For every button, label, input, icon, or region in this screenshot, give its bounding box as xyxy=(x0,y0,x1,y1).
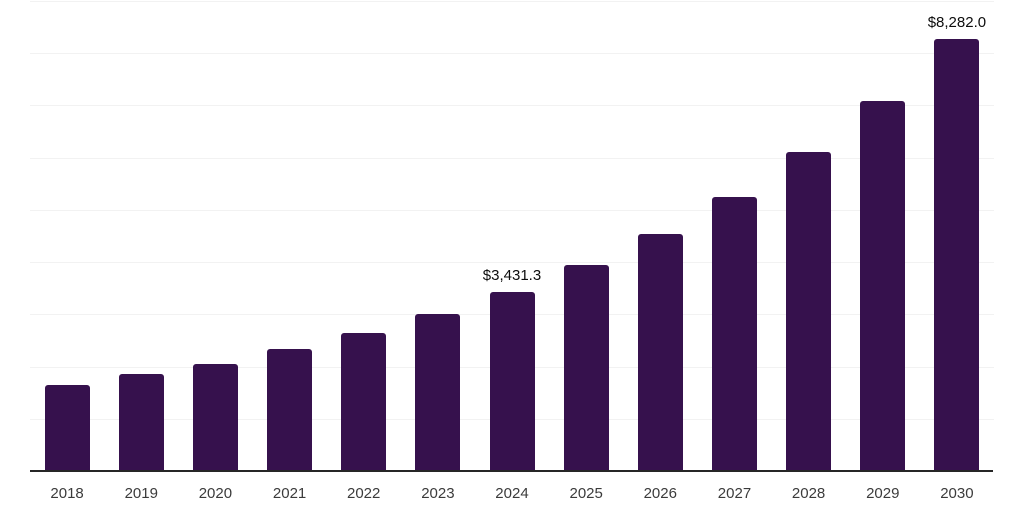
gridline-9000 xyxy=(30,0,994,2)
x-axis-label-2019: 2019 xyxy=(124,485,158,502)
x-axis-label-2018: 2018 xyxy=(50,485,84,502)
gridline-7000 xyxy=(30,105,994,107)
gridline-5000 xyxy=(30,209,994,211)
bar-2020 xyxy=(192,363,238,471)
x-axis-label-2026: 2026 xyxy=(643,485,677,502)
x-axis-label-2020: 2020 xyxy=(198,485,233,502)
x-axis-line xyxy=(30,470,993,472)
x-axis-label-2025: 2025 xyxy=(569,485,603,502)
bar-2030 xyxy=(934,38,980,471)
data-label-2024: $3,431.3 xyxy=(482,266,542,284)
bar-2029 xyxy=(860,101,906,471)
gridline-4000 xyxy=(30,262,994,264)
bar-2028 xyxy=(786,152,832,471)
bar-2026 xyxy=(637,234,683,471)
data-label-2030: $8,282.0 xyxy=(927,13,987,31)
bar-2018 xyxy=(44,385,90,471)
bar-2023 xyxy=(415,313,461,471)
bar-2024 xyxy=(489,291,535,471)
x-axis-label-2029: 2029 xyxy=(866,485,900,502)
x-axis-label-2021: 2021 xyxy=(272,485,307,502)
x-axis-label-2027: 2027 xyxy=(717,485,752,502)
bar-2021 xyxy=(267,348,312,471)
bar-2027 xyxy=(712,197,757,471)
bar-2025 xyxy=(563,265,609,471)
x-axis-label-2024: 2024 xyxy=(495,485,529,502)
bar-2019 xyxy=(118,373,164,471)
x-axis-label-2023: 2023 xyxy=(421,485,455,502)
bar-2022 xyxy=(341,332,387,471)
x-axis-label-2022: 2022 xyxy=(347,485,381,502)
gridline-8000 xyxy=(30,53,994,55)
x-axis-label-2028: 2028 xyxy=(791,485,826,502)
x-axis-label-2030: 2030 xyxy=(940,485,974,502)
gridline-6000 xyxy=(30,157,994,159)
